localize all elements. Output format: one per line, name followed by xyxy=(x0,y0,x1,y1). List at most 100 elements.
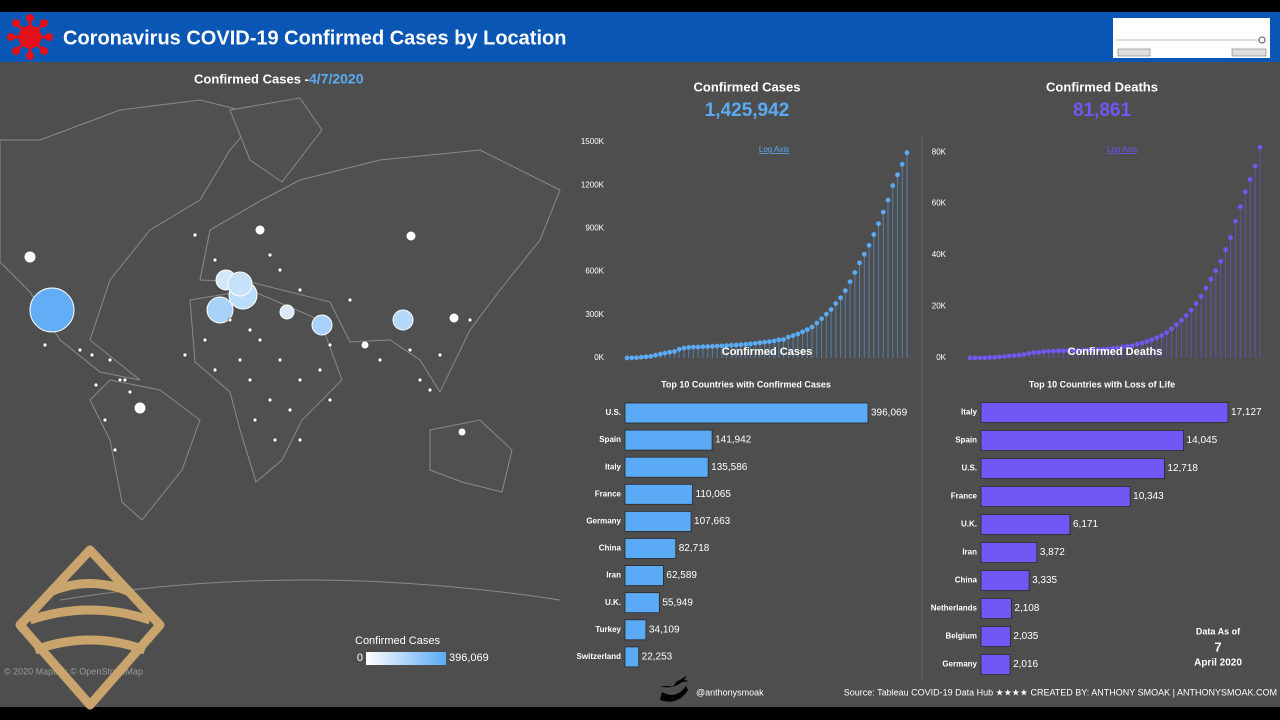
map-dot xyxy=(77,347,83,353)
map-dot xyxy=(317,367,323,373)
bar[interactable] xyxy=(624,402,869,424)
bar[interactable] xyxy=(980,458,1165,479)
map-dot xyxy=(202,337,208,343)
log-axis-link[interactable]: Log Axis xyxy=(759,145,789,154)
value-label: 12,718 xyxy=(1167,463,1198,474)
map-bubble xyxy=(392,309,414,331)
bar[interactable] xyxy=(980,402,1229,423)
kpi-title: Confirmed Cases xyxy=(694,79,801,94)
bar[interactable] xyxy=(624,565,664,586)
value-label: 107,663 xyxy=(694,516,731,527)
point xyxy=(833,301,839,306)
category-label: Iran xyxy=(606,571,621,580)
virus-icon xyxy=(7,14,53,60)
category-label: Iran xyxy=(962,548,977,557)
point xyxy=(1002,354,1007,359)
point xyxy=(743,341,749,347)
point xyxy=(861,251,867,257)
series-label: Confirmed Deaths xyxy=(1068,346,1163,358)
point xyxy=(1090,347,1096,353)
asof-month: April 2020 xyxy=(1194,658,1242,669)
point xyxy=(828,307,834,312)
map-dot xyxy=(247,327,253,333)
bar[interactable] xyxy=(624,619,647,641)
point xyxy=(1134,341,1140,347)
map-bubble xyxy=(227,271,253,297)
bar[interactable] xyxy=(980,542,1038,563)
point xyxy=(977,355,983,361)
point xyxy=(785,334,791,340)
point xyxy=(1237,204,1243,210)
widget[interactable] xyxy=(1113,18,1270,58)
point xyxy=(857,260,862,266)
bar[interactable] xyxy=(624,429,713,451)
point xyxy=(705,344,711,349)
bar[interactable] xyxy=(980,430,1184,451)
bar[interactable] xyxy=(624,538,677,559)
value-label: 2,108 xyxy=(1014,603,1039,614)
bar[interactable] xyxy=(980,486,1131,507)
bar[interactable] xyxy=(980,626,1011,647)
bar[interactable] xyxy=(624,592,660,614)
map-bubble xyxy=(449,313,459,323)
bar[interactable] xyxy=(980,598,1012,619)
bar[interactable] xyxy=(980,514,1071,535)
bar[interactable] xyxy=(624,483,693,505)
bar[interactable] xyxy=(980,570,1030,591)
map-dot xyxy=(297,437,303,443)
point xyxy=(1075,347,1081,353)
point xyxy=(895,172,900,178)
point xyxy=(762,339,768,345)
point xyxy=(1031,350,1037,355)
dashboard-title: Coronavirus COVID-19 Confirmed Cases by … xyxy=(63,27,566,49)
map-bubble xyxy=(24,251,36,263)
point xyxy=(1085,347,1091,353)
point xyxy=(1100,346,1106,352)
point xyxy=(1119,344,1125,350)
point xyxy=(672,349,677,354)
point xyxy=(776,337,782,343)
point xyxy=(1021,352,1027,357)
point xyxy=(1164,330,1170,336)
map-dot xyxy=(227,317,233,323)
point xyxy=(691,344,696,350)
point xyxy=(1169,326,1174,332)
bar-chart-title: Top 10 Countries with Confirmed Cases xyxy=(661,379,831,389)
bar[interactable] xyxy=(624,456,709,478)
y-tick-label: 20K xyxy=(932,302,947,311)
point xyxy=(880,209,886,215)
bar[interactable] xyxy=(624,646,640,668)
point xyxy=(795,331,801,337)
legend-max: 396,069 xyxy=(449,652,489,664)
map-dot xyxy=(212,367,218,373)
point xyxy=(1129,343,1135,349)
bar[interactable] xyxy=(624,510,692,532)
point xyxy=(838,295,843,301)
y-tick-label: 0K xyxy=(936,353,946,362)
point xyxy=(700,344,706,350)
footer-handle: @anthonysmoak xyxy=(696,687,764,697)
point xyxy=(809,324,815,330)
y-tick-label: 0K xyxy=(594,353,604,362)
map-dot xyxy=(257,337,263,343)
point xyxy=(719,343,725,349)
y-tick-label: 900K xyxy=(585,224,604,233)
point xyxy=(800,329,805,335)
point xyxy=(1110,345,1115,351)
map-dot xyxy=(272,437,278,443)
point xyxy=(1139,340,1145,346)
point xyxy=(1115,345,1120,351)
point xyxy=(852,270,858,275)
log-axis-link[interactable]: Log Axis xyxy=(1107,145,1137,154)
series-label: Confirmed Cases xyxy=(722,346,812,358)
map-dot xyxy=(427,387,433,393)
bar[interactable] xyxy=(980,654,1011,675)
point xyxy=(714,343,720,349)
map-dot xyxy=(112,447,118,453)
point xyxy=(1124,343,1130,349)
point xyxy=(1011,353,1017,359)
map-dot xyxy=(212,257,218,263)
point xyxy=(1193,301,1199,306)
value-label: 34,109 xyxy=(649,624,680,635)
map-attribution: © 2020 Mapbox © OpenStreetMap xyxy=(4,666,143,676)
